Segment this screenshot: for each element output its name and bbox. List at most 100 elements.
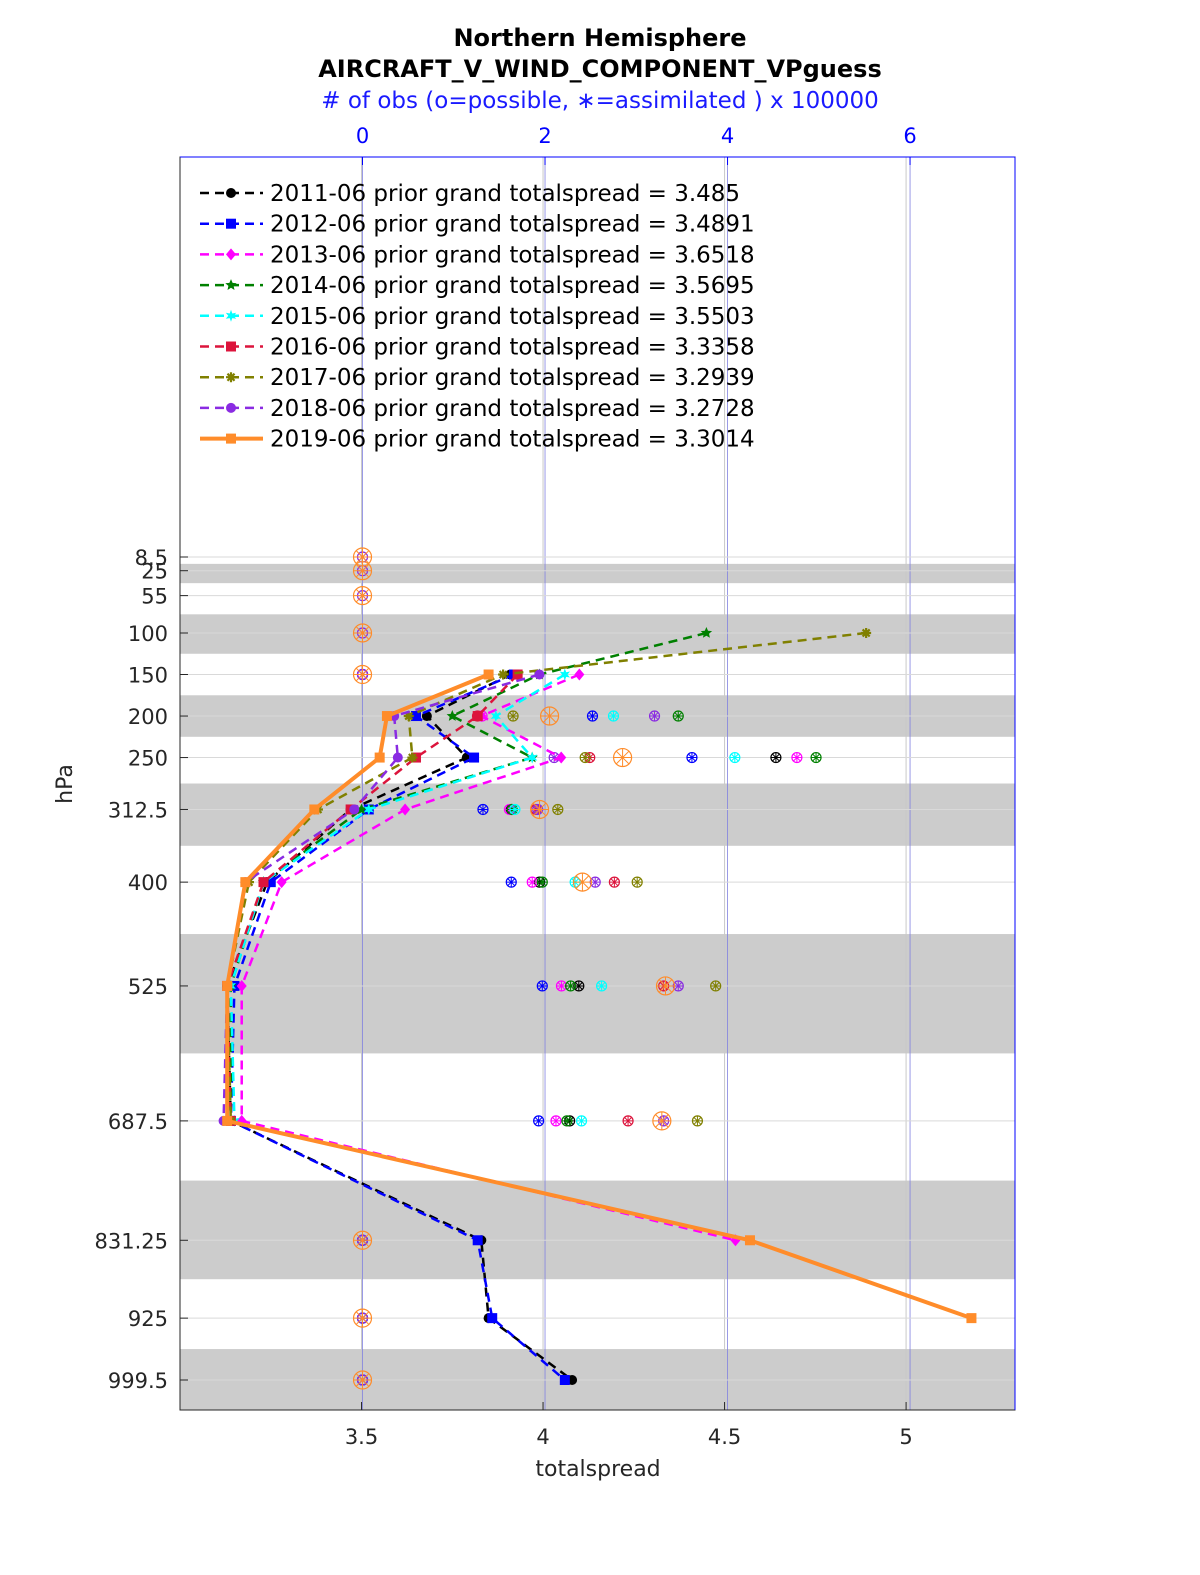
assimilated-obs-marker [353,1371,372,1389]
legend-marker [226,248,236,261]
top-axis-label: # of obs (o=possible, ∗=assimilated ) x … [321,88,879,114]
data-point [534,669,545,680]
assimilated-obs-marker [530,800,549,819]
assimilated-obs-marker [673,711,684,722]
top-tick-label: 6 [903,124,916,148]
legend-entry: 2018-06 prior grand totalspread = 3.2728 [270,396,755,422]
series-4 [225,668,570,1127]
assimilated-obs-marker [527,877,538,888]
assimilated-obs-marker [549,752,560,763]
data-point [392,752,403,763]
level-band [180,934,1015,1054]
legend-marker [226,402,236,413]
data-point [222,1115,233,1126]
data-point [966,1313,977,1324]
assimilated-obs-marker [353,623,372,642]
assimilated-obs-marker [632,877,643,888]
assimilated-obs-marker [649,711,660,722]
chart-title-line1: Northern Hemisphere [453,24,747,52]
x-axis-label: totalspread [535,1457,660,1482]
data-point [446,710,458,721]
assimilated-obs-marker [353,665,372,684]
y-tick-label: 687.5 [108,1110,168,1134]
assimilated-obs-marker [692,1115,703,1126]
assimilated-obs-marker [556,980,567,991]
data-point [556,751,567,764]
top-tick-label: 4 [721,124,734,148]
top-tick-label: 2 [538,124,551,148]
assimilated-obs-marker [590,877,601,888]
level-band [180,1180,1015,1280]
assimilated-obs-marker [537,980,548,991]
assimilated-obs-marker [540,707,559,726]
level-band [180,783,1015,846]
data-point [512,669,523,680]
assimilated-obs-marker [587,711,598,722]
data-point [355,803,368,815]
top-tick-label: 0 [356,124,369,148]
y-tick-label: 999.5 [108,1369,168,1393]
series-line [225,631,867,1121]
legend-entry: 2019-06 prior grand totalspread = 3.3014 [270,427,755,453]
legend-marker [226,433,236,444]
legend-marker [225,309,237,322]
y-tick-label: 150 [128,664,168,688]
data-point [229,980,240,991]
y-tick-label: 400 [128,871,168,895]
data-point [236,979,247,992]
level-bands [180,563,1015,1410]
data-point [276,876,287,889]
series-line [225,673,519,1121]
assimilated-obs-marker [686,752,697,763]
x-tick-label: 4.5 [708,1425,741,1449]
data-point [527,751,538,764]
data-point [258,877,269,888]
legend-marker [226,188,236,198]
assimilated-obs-marker [506,877,517,888]
y-tick-label: 55 [141,585,168,609]
observation-counts [352,547,822,1390]
assimilated-obs-marker [623,1115,634,1126]
assimilated-obs-marker [729,752,740,763]
y-tick-label: 925 [128,1307,168,1331]
legend-marker [226,218,236,229]
data-point [559,1375,570,1385]
assimilated-obs-marker [710,980,721,991]
data-point [487,1313,498,1324]
data-point [483,669,494,680]
data-point [472,711,483,722]
data-point [469,752,480,763]
assimilated-obs-marker [537,877,548,888]
assimilated-obs-marker [613,748,632,767]
assimilated-obs-marker [673,980,684,991]
assimilated-obs-marker [609,877,620,888]
data-point [403,711,414,722]
assimilated-obs-marker [608,711,619,722]
data-point [309,804,320,815]
y-tick-label: 200 [128,705,168,729]
assimilated-obs-marker [791,752,802,763]
assimilated-obs-marker [533,1115,544,1126]
assimilated-obs-marker [573,873,592,892]
legend-marker [225,279,237,290]
y-tick-label: 100 [128,622,168,646]
y-tick-label: 525 [128,975,168,999]
data-point [861,627,872,638]
series-line [229,673,566,1121]
legend-entry: 2013-06 prior grand totalspread = 3.6518 [270,242,755,268]
assimilated-obs-marker [561,1115,572,1126]
legend-entry: 2015-06 prior grand totalspread = 3.5503 [270,304,755,330]
legend-entry: 2014-06 prior grand totalspread = 3.5695 [270,273,755,299]
assimilated-obs-marker [576,1115,587,1126]
series-line [229,631,707,1121]
data-point [381,711,392,722]
x-tick-label: 5 [899,1425,912,1449]
legend: 2011-06 prior grand totalspread = 3.485 2… [200,181,755,453]
data-point [574,668,585,681]
assimilated-obs-marker [770,752,781,763]
legend-marker [226,372,236,383]
assimilated-obs-marker [353,561,372,580]
data-point [349,804,360,815]
assimilated-obs-marker [508,711,519,722]
